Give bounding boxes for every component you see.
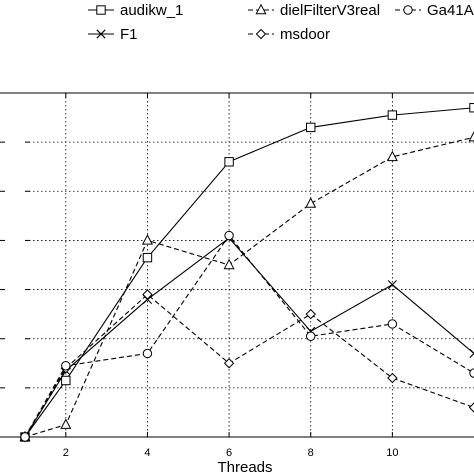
- x-tick-label: 10: [386, 447, 398, 459]
- series-ga41a: [20, 230, 474, 442]
- grid: [25, 93, 474, 437]
- triangle-marker: [386, 150, 398, 162]
- series-line-dielfilterv3real: [24, 136, 474, 438]
- square-marker: [387, 110, 398, 120]
- axes: [0, 92, 474, 438]
- circle-marker: [20, 432, 30, 442]
- legend-label-msdoor: msdoor: [280, 26, 330, 43]
- circle-marker: [306, 331, 316, 341]
- x-tick-label: 4: [144, 447, 150, 459]
- series-msdoor: [19, 289, 474, 443]
- circle-marker: [224, 230, 234, 241]
- triangle-marker: [255, 3, 267, 15]
- x-axis-title: Threads: [217, 459, 272, 474]
- x-tick-label: 8: [308, 447, 314, 459]
- tick-labels: 2 4 6 8 10: [63, 447, 399, 459]
- legend-item-ga41a: Ga41A: [395, 2, 474, 19]
- series-lines: [19, 103, 474, 443]
- legend-label-ga41a: Ga41A: [427, 2, 474, 19]
- series-audikw-1: [20, 103, 474, 442]
- x-tick-label: 6: [226, 447, 232, 459]
- triangle-marker: [60, 418, 72, 429]
- diamond-marker: [223, 358, 235, 369]
- legend-label-audikw-1: audikw_1: [120, 2, 183, 19]
- square-marker: [469, 103, 474, 113]
- triangle-marker: [223, 258, 235, 270]
- x-marker: [387, 280, 397, 290]
- diamond-marker: [468, 402, 474, 413]
- circle-marker: [61, 361, 71, 371]
- circle-marker: [142, 348, 153, 359]
- x-marker-stroke: [96, 29, 106, 39]
- x-tick-label: 2: [63, 447, 69, 459]
- circle-marker: [387, 319, 398, 329]
- series-dielfilterv3real: [19, 130, 474, 442]
- x-marker-stroke: [469, 352, 474, 359]
- square-marker: [224, 157, 234, 167]
- series-line-ga41a: [24, 234, 474, 438]
- diamond-marker: [255, 28, 267, 40]
- circle-marker: [403, 5, 413, 15]
- x-marker-stroke: [387, 280, 397, 290]
- legend-item-audikw-1: audikw_1: [88, 2, 183, 19]
- series-line-f1: [24, 237, 474, 438]
- square-marker: [96, 5, 106, 15]
- legend-label-f1: F1: [120, 26, 138, 43]
- legend-item-msdoor: msdoor: [248, 26, 330, 43]
- square-marker: [142, 252, 153, 263]
- legend-label-dielfilterv3real: dielFilterV3real: [280, 2, 380, 19]
- triangle-marker: [141, 234, 153, 245]
- triangle-marker: [305, 197, 317, 208]
- circle-marker: [469, 368, 474, 378]
- x-marker-stroke: [469, 348, 474, 355]
- legend-item-f1: F1: [88, 26, 138, 43]
- square-marker: [61, 375, 71, 386]
- x-marker: [96, 29, 106, 39]
- square-marker: [306, 122, 316, 133]
- triangle-marker: [468, 130, 474, 142]
- diamond-marker: [305, 308, 316, 320]
- legend: audikw_1 F1 dielFilterV3real msdoor Ga41A: [88, 2, 474, 43]
- diamond-marker: [387, 372, 398, 384]
- series-f1: [20, 233, 474, 442]
- diamond-marker: [142, 289, 153, 300]
- x-marker: [469, 348, 474, 359]
- legend-item-dielfilterv3real: dielFilterV3real: [248, 2, 380, 19]
